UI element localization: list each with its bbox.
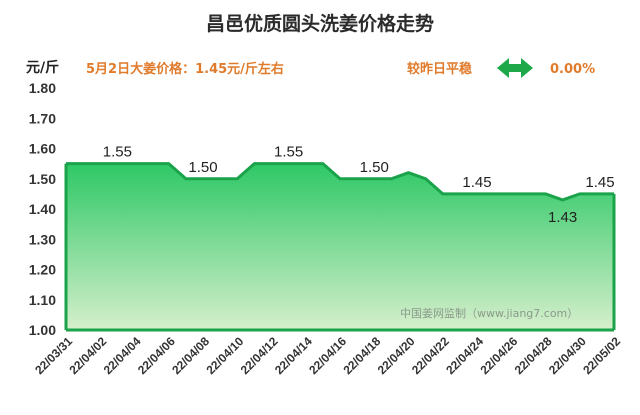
- series-line: [66, 162, 614, 202]
- data-label: 1.50: [188, 159, 217, 176]
- y-tick-label: 1.40: [29, 201, 56, 217]
- y-tick-label: 1.70: [29, 110, 56, 126]
- data-label: 1.45: [585, 174, 614, 191]
- data-point: [288, 163, 290, 165]
- data-point: [253, 163, 255, 165]
- data-point: [322, 163, 324, 165]
- y-tick-label: 1.00: [29, 322, 56, 338]
- y-tick-label: 1.80: [29, 80, 56, 96]
- data-label: 1.55: [103, 144, 132, 161]
- data-point: [510, 193, 512, 195]
- data-point: [305, 163, 307, 165]
- y-tick-label: 1.10: [29, 292, 56, 308]
- data-point: [151, 163, 153, 165]
- data-point: [236, 178, 238, 180]
- data-point: [116, 163, 118, 165]
- data-point: [545, 193, 547, 195]
- data-point: [408, 172, 410, 174]
- data-point: [356, 178, 358, 180]
- data-point: [271, 163, 273, 165]
- plot-area: 1.00 1.10 1.20 1.30 1.40 1.50 1.60 1.70 1.80 22/0…: [29, 80, 624, 377]
- data-point: [168, 163, 170, 165]
- data-point: [527, 193, 529, 195]
- y-tick-label: 1.50: [29, 171, 56, 187]
- data-label: 1.45: [462, 174, 491, 191]
- data-point: [373, 178, 375, 180]
- data-point: [493, 193, 495, 195]
- data-point: [99, 163, 101, 165]
- data-point: [613, 193, 615, 195]
- y-tick-label: 1.30: [29, 231, 56, 247]
- data-label: 1.43: [548, 209, 577, 226]
- data-label: 1.50: [360, 159, 389, 176]
- change-percent-text: 0.00%: [550, 62, 595, 77]
- data-point: [596, 193, 598, 195]
- data-point: [579, 193, 581, 195]
- y-tick-label: 1.60: [29, 141, 56, 157]
- data-point: [425, 178, 427, 180]
- data-point: [562, 199, 564, 201]
- trend-status-text: 较昨日平稳: [407, 61, 472, 77]
- data-point: [185, 178, 187, 180]
- y-unit-label: 元/斤: [26, 59, 59, 76]
- data-point: [476, 193, 478, 195]
- data-point: [459, 193, 461, 195]
- area-fill: [66, 163, 614, 330]
- data-point: [339, 178, 341, 180]
- x-tick-label: 22/05/02: [580, 334, 623, 377]
- data-point: [134, 163, 136, 165]
- data-point: [219, 178, 221, 180]
- data-point: [82, 163, 84, 165]
- data-point: [390, 178, 392, 180]
- price-summary-text: 5月2日大姜价格：1.45元/斤左右: [86, 61, 284, 77]
- watermark-text: 中国姜网监制（www.jiang7.com）: [400, 306, 578, 320]
- chart-title: 昌邑优质圆头洗姜价格走势: [206, 12, 434, 35]
- y-tick-label: 1.20: [29, 262, 56, 278]
- data-point: [65, 163, 67, 165]
- data-label: 1.55: [274, 144, 303, 161]
- data-point: [202, 178, 204, 180]
- double-arrow-icon: [497, 58, 533, 78]
- data-point: [442, 193, 444, 195]
